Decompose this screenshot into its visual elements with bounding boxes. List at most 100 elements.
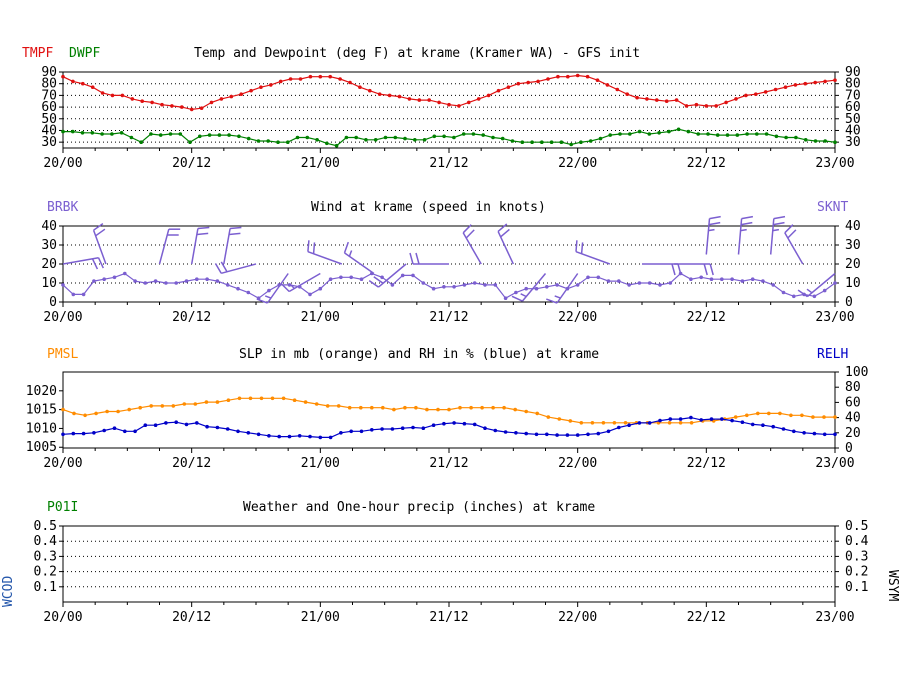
- right-y-tick-label: 0.1: [845, 580, 868, 595]
- wind-barb-staff: [575, 250, 611, 265]
- data-point-tmpf: [476, 97, 481, 101]
- data-point-sknt: [627, 283, 631, 287]
- data-point-relh: [761, 423, 765, 428]
- data-point-tmpf: [833, 78, 837, 82]
- data-point-pmsl: [733, 415, 738, 419]
- data-point-pmsl: [336, 404, 341, 408]
- series-line-relh: [62, 416, 835, 438]
- data-point-tmpf: [754, 92, 758, 96]
- data-point-dwpf: [618, 132, 622, 136]
- data-point-relh: [833, 432, 837, 437]
- y-tick-label: 40: [41, 123, 57, 138]
- data-point-pmsl: [458, 405, 462, 410]
- data-point-dwpf: [579, 140, 583, 144]
- data-point-dwpf: [286, 140, 290, 144]
- data-point-pmsl: [314, 402, 319, 406]
- data-point-pmsl: [524, 409, 528, 414]
- data-point-relh: [81, 431, 86, 436]
- wind-barb-feather: [280, 282, 290, 293]
- y-tick-label: 90: [41, 65, 57, 80]
- data-point-tmpf: [140, 99, 144, 103]
- data-point-tmpf: [694, 102, 699, 107]
- tmpf-label: TMPF: [22, 46, 53, 61]
- data-point-relh: [709, 417, 714, 421]
- data-point-sknt: [164, 281, 168, 285]
- data-point-tmpf: [397, 94, 402, 99]
- data-point-tmpf: [170, 104, 174, 108]
- data-point-tmpf: [615, 87, 620, 92]
- data-point-relh: [246, 431, 251, 435]
- wind-barb-feather: [580, 242, 584, 254]
- data-point-sknt: [400, 273, 405, 278]
- data-point-tmpf: [110, 93, 115, 98]
- data-point-relh: [411, 425, 415, 430]
- right-y-tick-label: 50: [845, 112, 861, 127]
- data-point-dwpf: [510, 139, 515, 143]
- data-point-sknt: [143, 281, 148, 285]
- data-point-pmsl: [546, 415, 551, 419]
- data-point-sknt: [822, 288, 827, 293]
- data-point-pmsl: [767, 411, 771, 416]
- x-tick-label: 20/00: [43, 156, 82, 171]
- data-point-dwpf: [100, 132, 104, 136]
- data-point-tmpf: [229, 94, 234, 99]
- x-tick-label: 22/12: [687, 610, 726, 625]
- data-point-sknt: [781, 290, 786, 295]
- data-point-relh: [740, 420, 745, 425]
- data-point-pmsl: [778, 411, 782, 416]
- data-point-sknt: [431, 286, 436, 291]
- wind-barb-feather: [373, 276, 384, 284]
- data-point-pmsl: [601, 421, 606, 425]
- data-point-relh: [678, 417, 683, 421]
- data-point-pmsl: [392, 407, 396, 412]
- data-point-pmsl: [789, 413, 793, 418]
- data-point-relh: [472, 422, 477, 427]
- data-point-relh: [545, 432, 549, 437]
- data-point-sknt: [647, 281, 652, 285]
- data-point-dwpf: [774, 134, 779, 139]
- wind-barb-staff: [158, 229, 170, 265]
- data-point-pmsl: [193, 402, 198, 406]
- data-point-sknt: [617, 279, 621, 283]
- data-point-tmpf: [605, 83, 610, 87]
- data-point-sknt: [236, 286, 240, 291]
- data-point-dwpf: [755, 132, 759, 136]
- data-point-relh: [267, 434, 271, 438]
- x-tick-label: 23/00: [815, 156, 854, 171]
- data-point-sknt: [112, 275, 117, 280]
- data-point-tmpf: [595, 78, 600, 82]
- data-point-relh: [92, 431, 96, 435]
- data-point-relh: [750, 422, 755, 427]
- data-point-relh: [61, 432, 65, 437]
- data-point-dwpf: [540, 140, 544, 144]
- wind-barb-feather: [784, 224, 794, 234]
- x-tick-label: 21/12: [429, 610, 468, 625]
- data-point-tmpf: [536, 79, 540, 84]
- data-point-relh: [112, 426, 117, 431]
- data-point-dwpf: [461, 132, 466, 136]
- right-y-tick-label: 60: [845, 100, 861, 115]
- data-point-tmpf: [467, 100, 471, 105]
- x-tick-label: 21/00: [301, 456, 340, 471]
- data-point-relh: [586, 432, 590, 437]
- data-point-dwpf: [647, 132, 652, 136]
- data-point-pmsl: [833, 415, 837, 419]
- data-point-dwpf: [559, 140, 564, 144]
- wind-barb-feather: [228, 232, 241, 236]
- right-y-tick-label: 40: [845, 123, 861, 138]
- data-point-dwpf: [383, 135, 388, 140]
- data-point-pmsl: [160, 404, 165, 408]
- data-point-tmpf: [704, 104, 709, 108]
- wind-barb-feather: [773, 215, 786, 220]
- right-y-tick-label: 20: [845, 257, 861, 272]
- data-point-pmsl: [800, 413, 804, 418]
- data-point-pmsl: [116, 409, 120, 414]
- data-point-tmpf: [566, 74, 570, 79]
- data-point-dwpf: [500, 136, 505, 141]
- wind-barb-half-feather: [289, 283, 295, 290]
- data-point-pmsl: [204, 400, 209, 404]
- data-point-relh: [308, 434, 312, 439]
- data-point-tmpf: [763, 90, 768, 94]
- data-point-sknt: [514, 290, 518, 295]
